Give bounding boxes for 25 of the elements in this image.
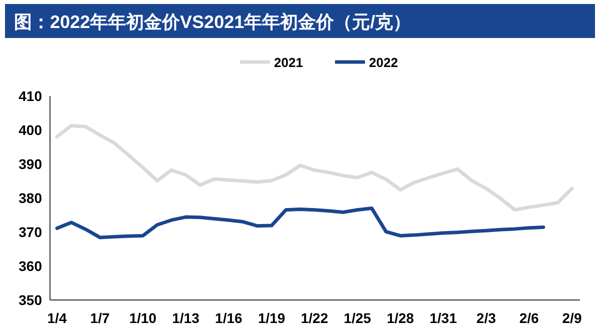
x-tick-label: 1/25	[344, 310, 372, 326]
y-tick-label: 400	[18, 122, 42, 138]
line-series	[55, 206, 546, 240]
y-tick-label: 390	[18, 156, 42, 172]
line-series	[55, 124, 574, 212]
x-tick-label: 1/31	[430, 310, 458, 326]
y-tick-label: 350	[18, 292, 42, 308]
legend-label: 2022	[369, 55, 398, 70]
chart-title: 图：2022年年初金价VS2021年年初金价（元/克）	[14, 12, 412, 32]
x-tick-label: 1/16	[215, 310, 243, 326]
x-tick-label: 2/3	[476, 310, 496, 326]
x-tick-label: 1/10	[129, 310, 157, 326]
y-tick-label: 410	[18, 88, 42, 104]
legend-label: 2021	[274, 55, 303, 70]
x-tick-label: 1/19	[258, 310, 286, 326]
x-tick-label: 2/9	[562, 310, 582, 326]
x-tick-label: 1/22	[300, 310, 328, 326]
x-tick-label: 1/7	[90, 310, 110, 326]
x-tick-label: 1/28	[386, 310, 414, 326]
y-tick-label: 380	[18, 190, 42, 206]
y-tick-label: 360	[18, 258, 42, 274]
x-tick-label: 1/13	[172, 310, 200, 326]
x-tick-label: 2/6	[519, 310, 540, 326]
y-tick-label: 370	[18, 224, 42, 240]
x-tick-label: 1/4	[47, 310, 67, 326]
